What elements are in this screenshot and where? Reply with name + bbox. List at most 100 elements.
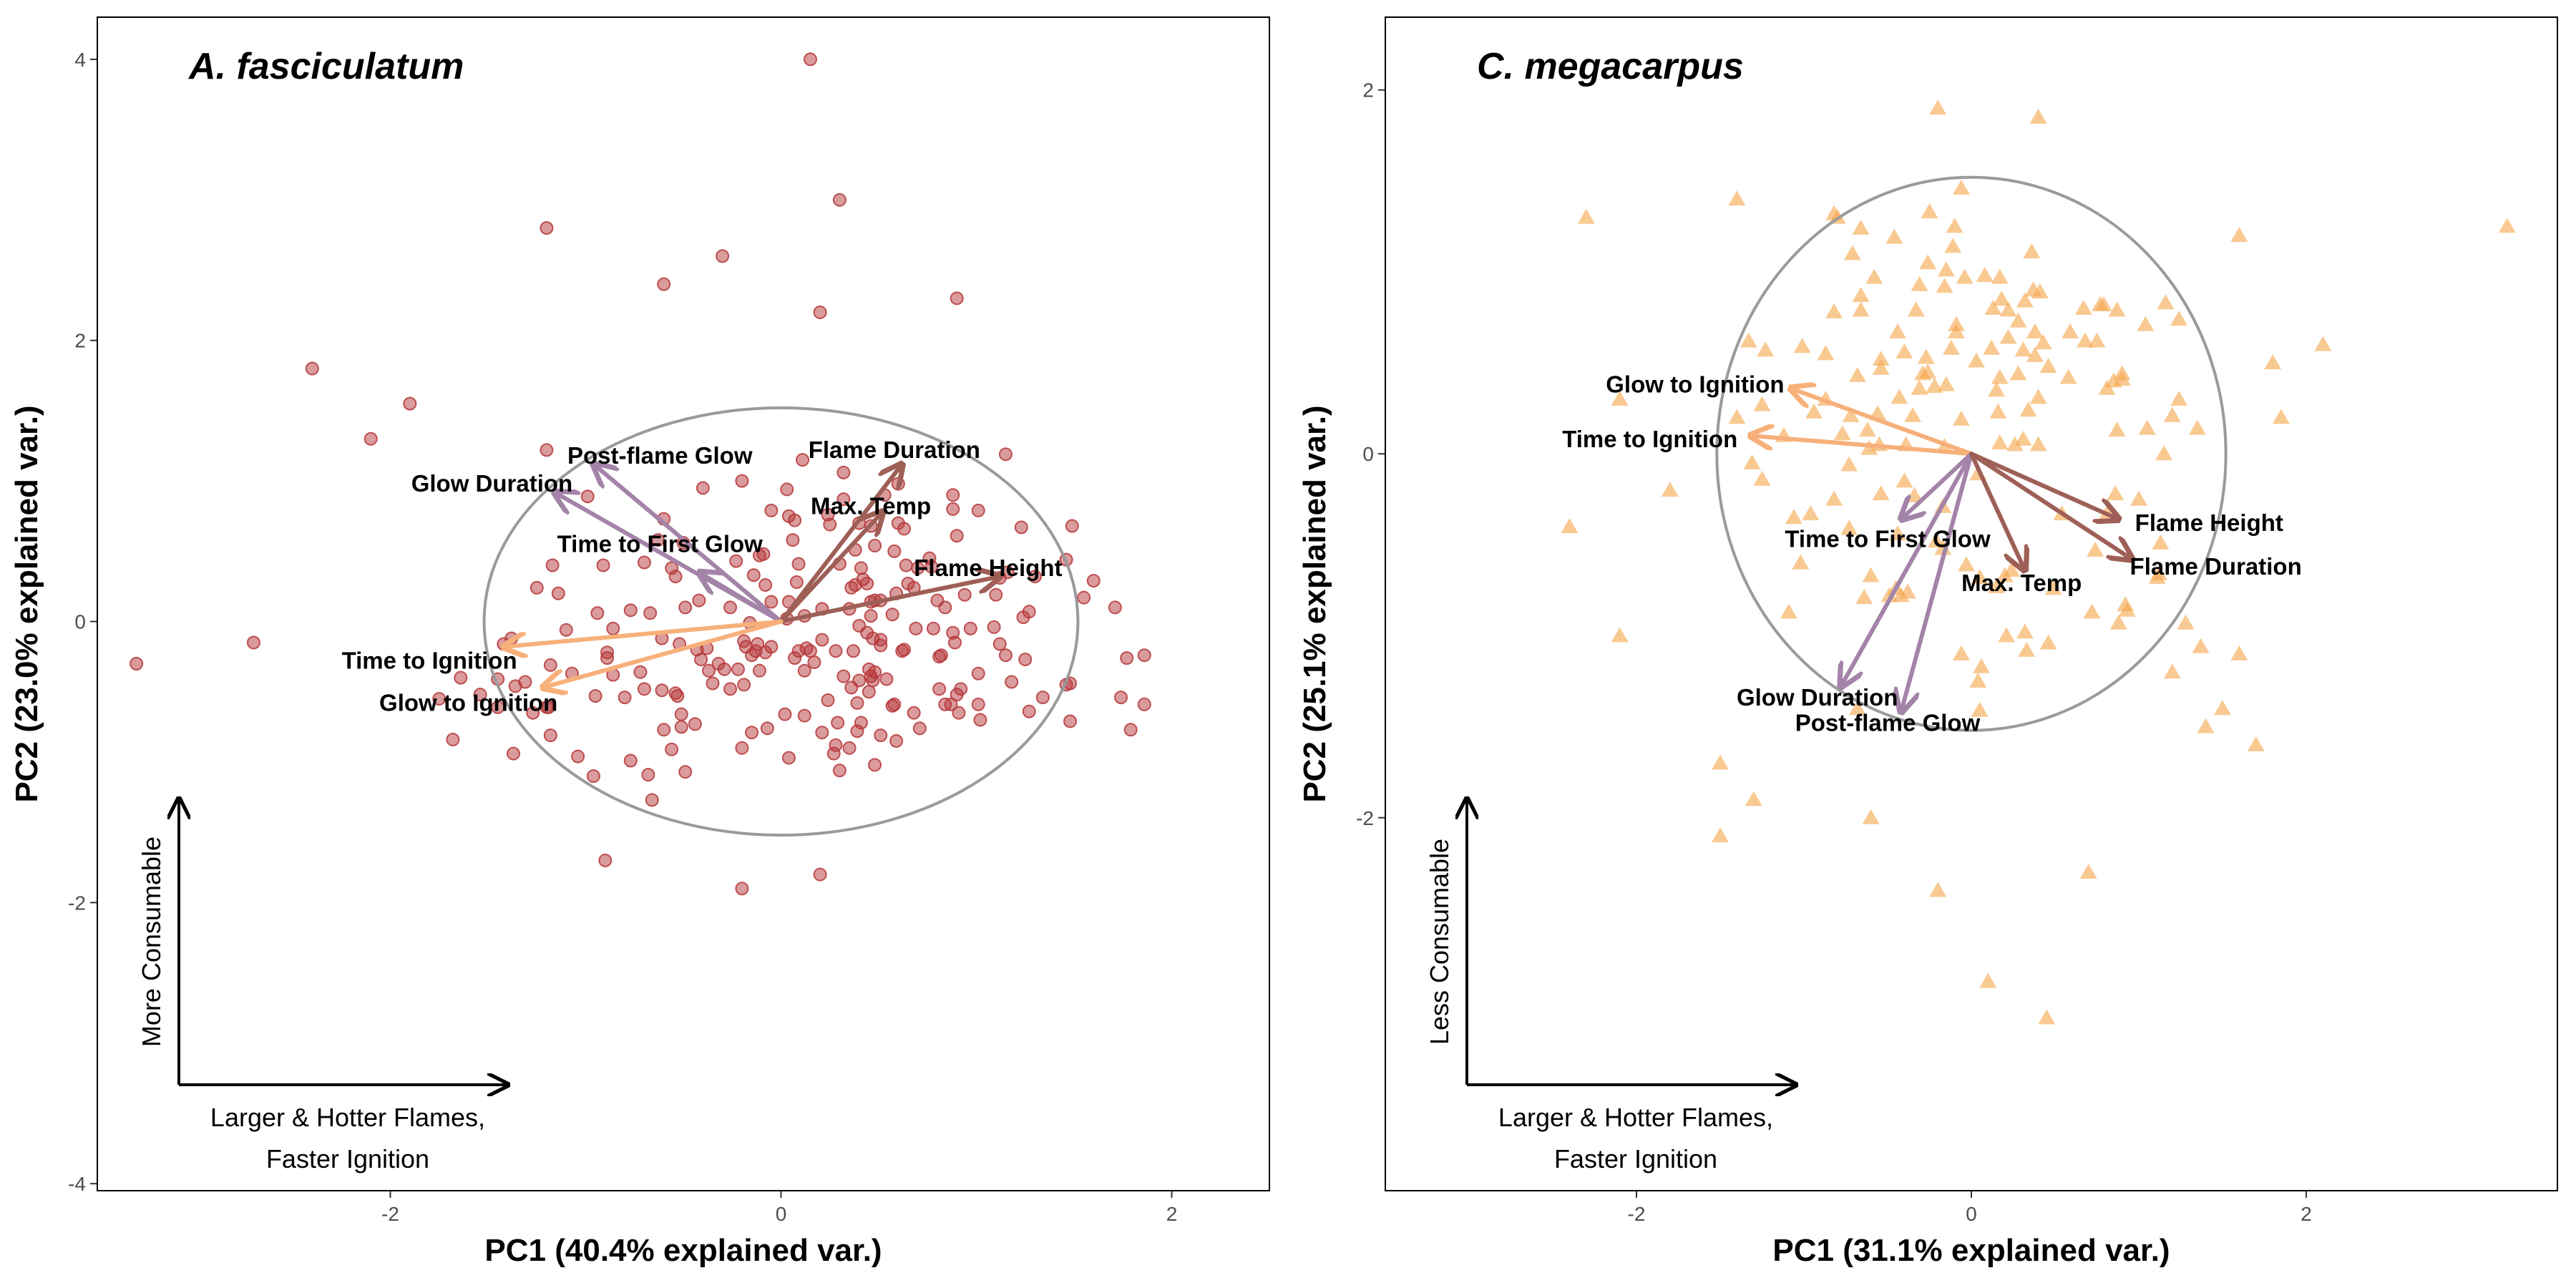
- data-point: [1944, 238, 1962, 253]
- y-tick-label: 4: [74, 49, 86, 71]
- data-point: [729, 554, 743, 568]
- data-point: [946, 488, 960, 502]
- loading-vector: [1901, 452, 1974, 519]
- data-point: [2264, 354, 2282, 370]
- data-point: [1937, 376, 1955, 391]
- data-point: [836, 492, 851, 507]
- data-point: [706, 676, 720, 691]
- data-point: [831, 716, 845, 730]
- data-point: [588, 689, 602, 703]
- data-point: [1123, 723, 1138, 737]
- x-tick-label: 0: [776, 1203, 787, 1225]
- data-point: [1999, 301, 2017, 317]
- data-point: [1063, 714, 1078, 728]
- data-point: [758, 645, 773, 660]
- data-point: [1561, 517, 1579, 533]
- data-point: [305, 361, 319, 376]
- data-point: [2177, 614, 2195, 630]
- data-point: [1840, 456, 1858, 472]
- data-point: [1911, 379, 1928, 395]
- data-point: [2272, 409, 2290, 424]
- data-point: [815, 633, 829, 647]
- data-point: [874, 728, 888, 743]
- data-point: [1988, 577, 2006, 593]
- data-point: [1947, 323, 1965, 338]
- data-point: [973, 713, 987, 727]
- data-point: [1757, 341, 1775, 357]
- data-point: [856, 572, 870, 587]
- data-point: [1969, 673, 1987, 688]
- loading-vector: [699, 572, 784, 624]
- data-point: [946, 625, 960, 640]
- data-point: [950, 529, 964, 543]
- data-point: [526, 706, 540, 720]
- data-point: [2170, 311, 2188, 326]
- data-point: [1952, 410, 1970, 426]
- data-point: [745, 726, 759, 740]
- data-point: [2009, 365, 2027, 381]
- data-point: [246, 635, 260, 650]
- data-point: [1577, 208, 1595, 224]
- data-point: [797, 708, 811, 723]
- data-point: [1971, 569, 1989, 585]
- data-point: [643, 606, 658, 620]
- annotation-x-line: Larger & Hotter Flames,: [210, 1103, 485, 1132]
- panel-c-points: [1561, 99, 2516, 1025]
- data-point: [491, 700, 505, 714]
- panel-c-vector-labels: Glow to Ignition Time to Ignition Time to …: [1562, 371, 2302, 736]
- data-point: [813, 305, 827, 319]
- data-point: [1921, 203, 1938, 219]
- data-point: [791, 557, 806, 571]
- data-point: [580, 489, 595, 504]
- data-point: [596, 558, 610, 572]
- data-point: [2230, 645, 2248, 660]
- panel-a-ticks: -2 0 2 -4 -2 0 2 4: [68, 49, 1177, 1225]
- data-point: [1862, 567, 1880, 582]
- data-point: [1971, 701, 1989, 717]
- data-point: [2014, 341, 2032, 357]
- vector-label: Glow to Ignition: [1606, 371, 1784, 398]
- data-point: [678, 765, 693, 779]
- data-point: [665, 742, 679, 756]
- data-point: [1889, 525, 1907, 541]
- data-point: [1984, 299, 2002, 315]
- data-point: [2108, 301, 2126, 317]
- data-point: [586, 769, 600, 784]
- data-point: [1137, 697, 1151, 711]
- data-point: [844, 580, 859, 595]
- data-point: [1848, 366, 1866, 382]
- data-point: [998, 447, 1013, 462]
- data-point: [1976, 267, 1994, 283]
- data-point: [571, 749, 585, 763]
- data-point: [651, 533, 665, 547]
- data-point: [1858, 421, 1876, 437]
- data-point: [1743, 454, 1761, 469]
- data-point: [540, 443, 554, 457]
- data-point: [2163, 663, 2181, 679]
- data-point: [1825, 303, 1843, 318]
- data-point: [2034, 334, 2052, 350]
- data-point: [2170, 390, 2188, 406]
- data-point: [1753, 396, 1771, 411]
- data-point: [678, 600, 693, 615]
- data-point: [891, 477, 905, 491]
- data-point: [2018, 641, 2036, 657]
- panel-c-loading-vectors: [1750, 389, 2132, 713]
- loading-vector: [1969, 452, 2025, 570]
- data-point: [1952, 645, 1970, 660]
- loading-vector: [1840, 452, 1974, 686]
- data-point: [866, 631, 880, 645]
- data-point: [2157, 294, 2175, 310]
- data-point: [674, 720, 688, 734]
- data-point: [696, 481, 710, 495]
- data-point: [2039, 358, 2057, 374]
- vector-label: Glow Duration: [411, 470, 573, 497]
- data-point: [2016, 292, 2034, 308]
- data-point: [1968, 352, 1986, 368]
- x-tick-label: 2: [1166, 1203, 1178, 1225]
- data-point: [2192, 638, 2210, 653]
- data-point: [1840, 519, 1858, 535]
- data-point: [891, 516, 905, 530]
- data-point: [934, 648, 948, 663]
